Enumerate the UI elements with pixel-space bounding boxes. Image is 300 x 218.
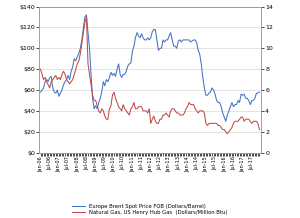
Line: Natural Gas, US Henry Hub Gas  (Dollars/Million Btu): Natural Gas, US Henry Hub Gas (Dollars/M… <box>40 17 260 134</box>
Europe Brent Spot Price FOB (Dollars/Barrel) <box>196 49 200 52</box>
Natural Gas, US Henry Hub Gas  (Dollars/Million Btu) <box>85 16 88 18</box>
Natural Gas, US Henry Hub Gas  (Dollars/Million Btu) <box>226 133 229 135</box>
Natural Gas, US Henry Hub Gas  (Dollars/Million Btu) <box>39 68 42 70</box>
Natural Gas, US Henry Hub Gas  (Dollars/Million Btu) <box>219 126 223 129</box>
Natural Gas, US Henry Hub Gas  (Dollars/Million Btu) <box>216 124 220 127</box>
Europe Brent Spot Price FOB (Dollars/Barrel) <box>71 66 74 68</box>
Europe Brent Spot Price FOB (Dollars/Barrel) <box>85 14 88 16</box>
Natural Gas, US Henry Hub Gas  (Dollars/Million Btu) <box>108 107 111 110</box>
Europe Brent Spot Price FOB (Dollars/Barrel) <box>108 76 111 79</box>
Europe Brent Spot Price FOB (Dollars/Barrel) <box>258 91 261 93</box>
Line: Europe Brent Spot Price FOB (Dollars/Barrel): Europe Brent Spot Price FOB (Dollars/Bar… <box>40 15 260 121</box>
Natural Gas, US Henry Hub Gas  (Dollars/Million Btu) <box>196 112 200 114</box>
Natural Gas, US Henry Hub Gas  (Dollars/Million Btu) <box>71 78 74 81</box>
Europe Brent Spot Price FOB (Dollars/Barrel) <box>216 101 220 104</box>
Europe Brent Spot Price FOB (Dollars/Barrel) <box>54 92 58 94</box>
Europe Brent Spot Price FOB (Dollars/Barrel) <box>224 120 228 123</box>
Natural Gas, US Henry Hub Gas  (Dollars/Million Btu) <box>258 128 261 131</box>
Europe Brent Spot Price FOB (Dollars/Barrel) <box>39 91 42 93</box>
Legend: Europe Brent Spot Price FOB (Dollars/Barrel), Natural Gas, US Henry Hub Gas  (Do: Europe Brent Spot Price FOB (Dollars/Bar… <box>72 204 228 215</box>
Natural Gas, US Henry Hub Gas  (Dollars/Million Btu) <box>54 74 58 77</box>
Europe Brent Spot Price FOB (Dollars/Barrel) <box>219 105 223 108</box>
